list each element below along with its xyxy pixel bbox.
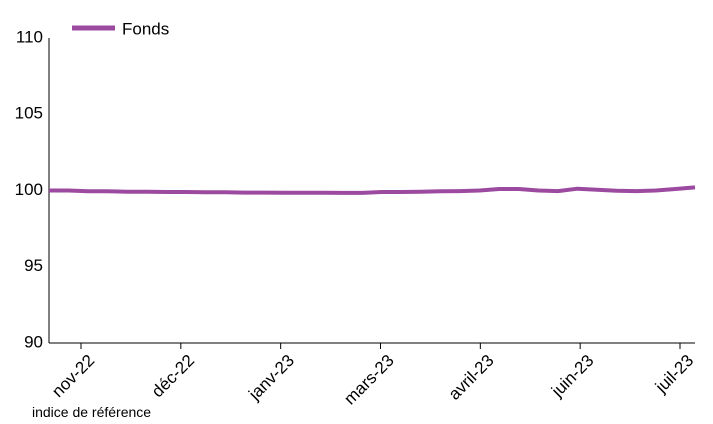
- x-tick-label: nov-22: [48, 351, 98, 401]
- legend-label-fonds: Fonds: [122, 19, 169, 38]
- footnote: indice de référence: [32, 404, 151, 420]
- series-group: [49, 185, 696, 195]
- x-tick-label: juil-23: [651, 351, 697, 397]
- series-line-fonds: [49, 185, 696, 195]
- y-axis-ticks: 90 95 100 105 110: [15, 27, 43, 351]
- legend: Fonds: [72, 19, 169, 38]
- y-tick-label: 110: [16, 27, 43, 46]
- y-tick-label: 100: [15, 180, 43, 199]
- x-tick-label: juin-23: [547, 351, 597, 401]
- x-tick-label: déc-22: [148, 351, 198, 401]
- y-tick-label: 95: [24, 256, 43, 275]
- x-tick-label: avril-23: [445, 351, 498, 404]
- y-tick-label: 90: [24, 332, 43, 351]
- y-tick-label: 105: [15, 104, 43, 123]
- x-tick-label: janv-23: [244, 351, 298, 405]
- x-tick-label: mars-23: [340, 351, 398, 409]
- x-axis-ticks: nov-22 déc-22 janv-23 mars-23 avril-23 juin-2…: [48, 343, 697, 408]
